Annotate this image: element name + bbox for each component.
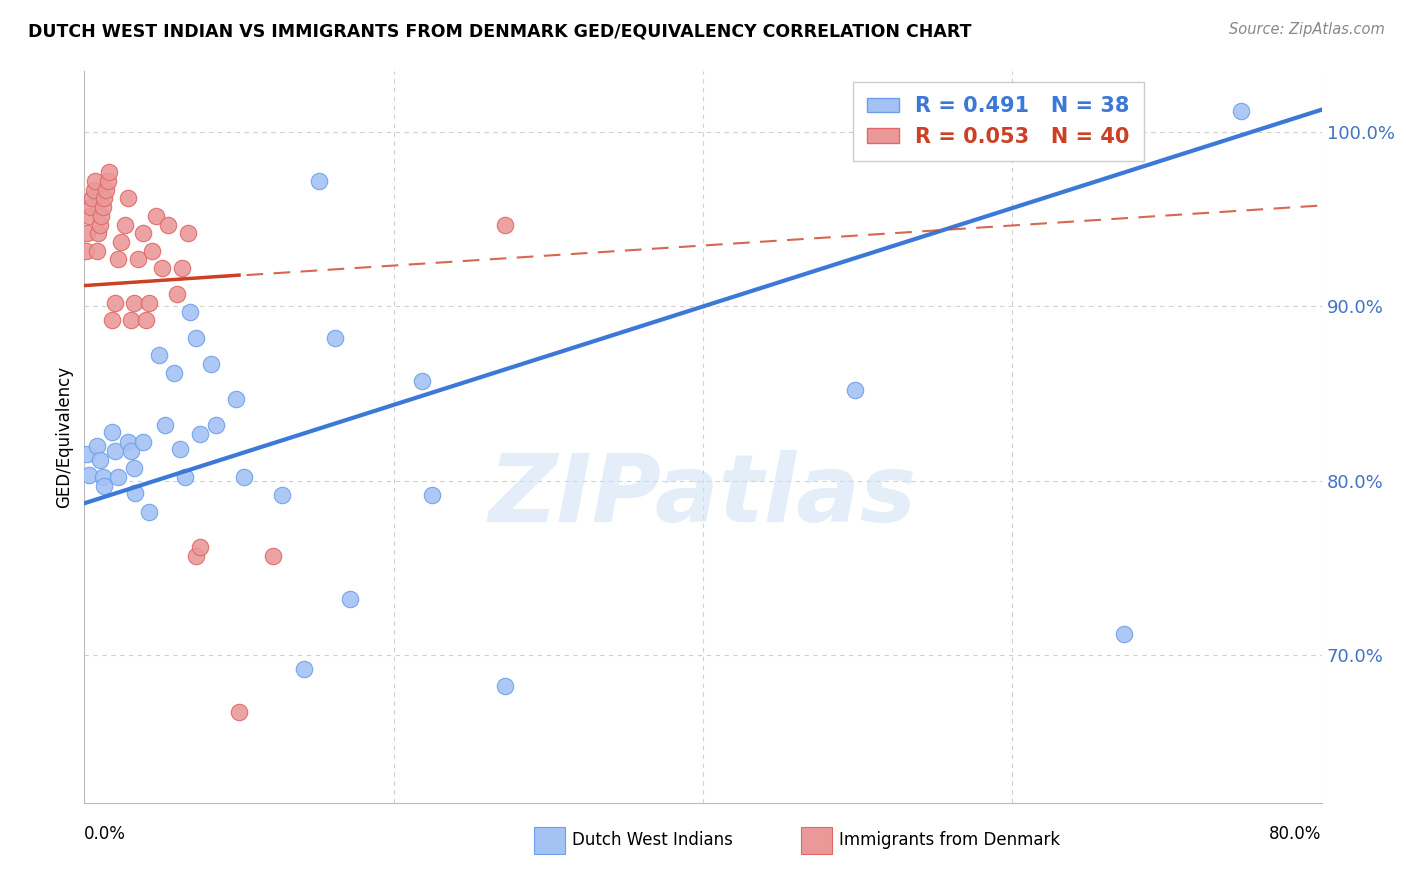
Point [844,383,866,397]
Point [86,439,108,453]
Point [1112,627,1135,641]
Point [83,183,105,197]
Point [104,296,127,310]
Point [232,470,254,484]
Point [339,592,361,607]
Point [96,174,118,188]
Text: DUTCH WEST INDIAN VS IMMIGRANTS FROM DENMARK GED/EQUIVALENCY CORRELATION CHART: DUTCH WEST INDIAN VS IMMIGRANTS FROM DEN… [28,22,972,40]
Text: Dutch West Indians: Dutch West Indians [572,831,733,849]
Point [77,468,100,483]
Point [127,252,149,267]
Legend: R = 0.491   N = 38, R = 0.053   N = 40: R = 0.491 N = 38, R = 0.053 N = 40 [852,82,1144,161]
Point [91,470,114,484]
Point [200,357,222,371]
Point [225,392,247,406]
Point [174,470,197,484]
Point [117,192,139,206]
Point [1230,104,1253,119]
Text: Immigrants from Denmark: Immigrants from Denmark [839,831,1060,849]
Point [169,442,191,457]
Point [89,218,111,232]
Point [188,540,211,554]
Point [138,296,160,310]
Point [90,209,112,223]
Point [132,435,155,450]
Text: ZIPatlas: ZIPatlas [489,450,917,541]
Point [184,549,207,563]
Point [94,183,117,197]
Point [292,662,315,676]
Point [262,549,284,563]
Point [148,348,170,362]
Point [82,192,104,206]
Point [163,366,186,380]
Point [120,444,142,458]
Point [156,218,179,232]
Point [87,227,110,241]
Point [188,426,211,441]
Point [98,165,121,179]
Point [93,192,115,206]
Point [494,218,516,232]
Point [323,331,346,345]
Point [177,227,200,241]
Point [104,444,127,458]
Point [122,296,145,310]
Point [205,417,228,432]
Point [120,313,142,327]
Point [101,313,124,327]
Point [91,200,114,214]
Point [75,244,97,258]
Text: Source: ZipAtlas.com: Source: ZipAtlas.com [1229,22,1385,37]
Point [122,461,145,475]
Point [110,235,132,249]
Point [228,705,250,719]
Point [107,470,129,484]
Point [271,487,294,501]
Point [145,209,167,223]
Point [170,261,193,276]
Point [135,313,157,327]
Point [93,479,115,493]
Point [76,448,98,462]
Point [117,435,139,450]
Text: 80.0%: 80.0% [1270,825,1322,843]
Point [179,304,201,318]
Point [132,227,155,241]
Point [308,174,330,188]
Point [79,200,101,214]
Point [411,375,433,389]
Point [86,244,108,258]
Point [153,417,176,432]
Point [150,261,173,276]
Point [114,218,136,232]
Point [101,425,124,439]
Point [494,679,516,693]
Point [422,487,444,501]
Point [89,452,111,467]
Point [76,227,98,241]
Point [141,244,163,258]
Point [124,485,146,500]
Y-axis label: GED/Equivalency: GED/Equivalency [55,366,73,508]
Text: 0.0%: 0.0% [84,825,127,843]
Point [184,331,207,345]
Point [138,505,160,519]
Point [107,252,129,267]
Point [84,174,107,188]
Point [166,287,188,301]
Point [77,209,100,223]
